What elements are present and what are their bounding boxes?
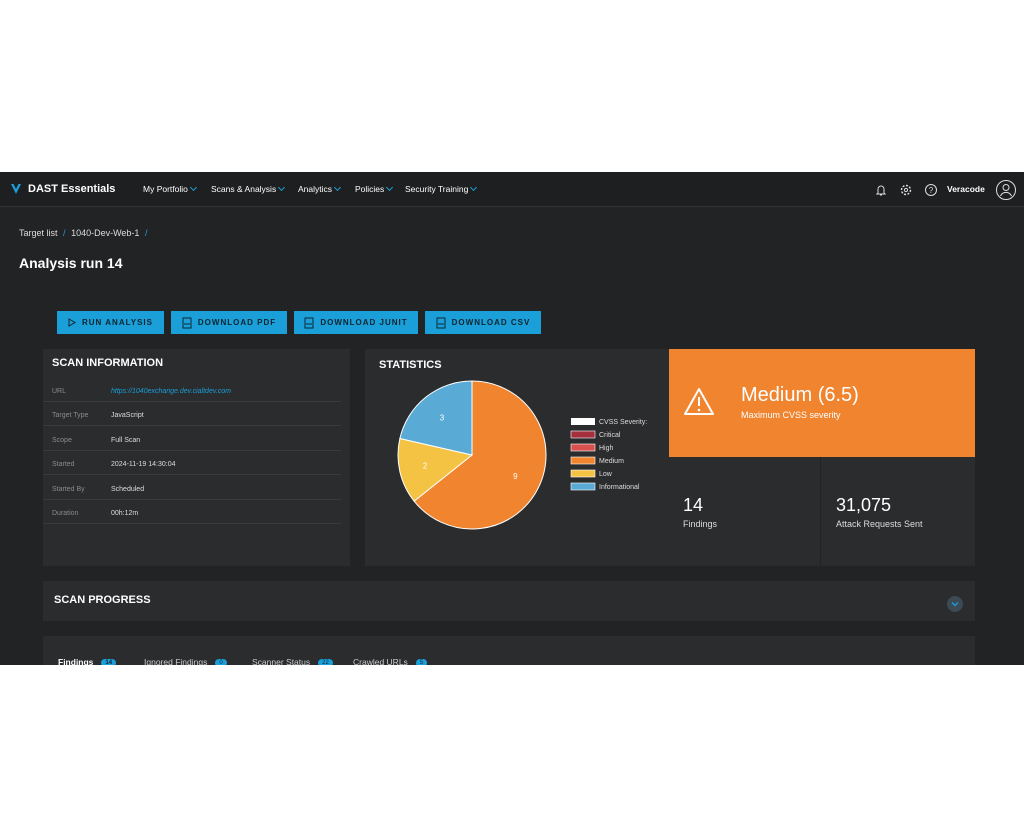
logo bbox=[11, 184, 21, 194]
count-label: Attack Requests Sent bbox=[836, 519, 923, 529]
legend-label: Informational bbox=[599, 484, 640, 491]
severity-caption: Maximum CVSS severity bbox=[741, 410, 841, 420]
info-value[interactable]: https://1040exchange.dev.cialtdev.com bbox=[111, 388, 231, 395]
slice-label: 3 bbox=[440, 413, 445, 422]
tab[interactable]: Crawled URLs 5 bbox=[353, 657, 428, 665]
legend-swatch bbox=[570, 469, 596, 478]
avatar[interactable] bbox=[995, 179, 1017, 201]
breadcrumb-item[interactable]: Target list bbox=[19, 228, 58, 238]
tab[interactable]: Findings 14 bbox=[58, 657, 117, 665]
count-card: 14 Findings bbox=[669, 457, 821, 566]
brand: DAST Essentials bbox=[28, 183, 116, 195]
info-row: Started 2024-11-19 14:30:04 bbox=[43, 451, 341, 476]
pie-slice bbox=[397, 437, 474, 502]
info-label: URL bbox=[52, 388, 67, 395]
button[interactable]: DOWNLOAD CSV bbox=[425, 311, 541, 334]
expand-icon[interactable] bbox=[946, 595, 964, 613]
button[interactable]: RUN ANALYSIS bbox=[57, 311, 164, 334]
legend-swatch bbox=[570, 456, 596, 465]
info-value: JavaScript bbox=[111, 412, 144, 420]
legend-label: Medium bbox=[599, 458, 624, 465]
panel-heading: SCAN INFORMATION bbox=[52, 357, 164, 369]
info-label: Started bbox=[52, 461, 75, 469]
nav-icons[interactable]: ? bbox=[875, 183, 945, 197]
count-value: 31,075 bbox=[836, 495, 892, 515]
info-row: Scope Full Scan bbox=[43, 427, 341, 451]
nav-bar: DAST Essentials My Portfolio Scans & Ana… bbox=[0, 172, 1024, 207]
breadcrumb: Target list / 1040-Dev-Web-1 / bbox=[19, 228, 148, 238]
scan-progress-panel[interactable]: SCAN PROGRESS bbox=[43, 581, 975, 621]
legend-swatch bbox=[570, 443, 596, 452]
page-title: Analysis run 14 bbox=[19, 255, 123, 271]
breadcrumb-item[interactable]: 1040-Dev-Web-1 bbox=[71, 228, 140, 238]
info-label: Started By bbox=[52, 485, 85, 493]
info-value: Full Scan bbox=[111, 436, 141, 444]
legend-swatch bbox=[571, 418, 595, 425]
button[interactable]: DOWNLOAD JUNIT bbox=[294, 311, 418, 334]
menu-item[interactable]: Policies bbox=[355, 184, 392, 194]
menu-item[interactable]: My Portfolio bbox=[143, 184, 196, 194]
menu-item[interactable]: Analytics bbox=[298, 184, 340, 194]
pie-chart: STATISTICS 9 2 3 CVSS Severity: Critical High… bbox=[379, 359, 647, 530]
info-label: Target Type bbox=[52, 412, 89, 420]
warning-icon bbox=[684, 388, 714, 415]
info-value: 2024-11-19 14:30:04 bbox=[111, 461, 176, 469]
legend-swatch bbox=[570, 430, 596, 439]
slice-label: 9 bbox=[513, 472, 518, 481]
info-value: Scheduled bbox=[111, 485, 145, 493]
legend-label: High bbox=[599, 445, 614, 452]
chart-title: STATISTICS bbox=[379, 359, 442, 371]
info-value: 00h:12m bbox=[111, 510, 139, 517]
legend-label: Low bbox=[599, 471, 613, 478]
legend-swatch bbox=[570, 482, 596, 491]
panel-heading: SCAN PROGRESS bbox=[54, 594, 151, 606]
pie-slice bbox=[399, 380, 473, 456]
info-row: Started By Scheduled bbox=[43, 476, 341, 500]
info-row: Duration 00h:12m bbox=[43, 500, 341, 524]
count-label: Findings bbox=[683, 519, 718, 529]
statistics-panel: STATISTICS 9 2 3 CVSS Severity: Critical High… bbox=[365, 349, 669, 566]
info-label: Duration bbox=[52, 510, 79, 517]
severity-card: Medium (6.5) Maximum CVSS severity bbox=[669, 349, 975, 457]
legend-title: CVSS Severity: bbox=[599, 419, 647, 426]
tab[interactable]: Scanner Status 22 bbox=[252, 657, 333, 665]
legend-label: Critical bbox=[599, 432, 621, 439]
svg-text:?: ? bbox=[929, 186, 934, 195]
tabs-panel: Findings 14 Ignored Findings 0 Scanner Sta… bbox=[43, 636, 975, 665]
menu-item[interactable]: Scans & Analysis bbox=[211, 184, 284, 194]
button[interactable]: DOWNLOAD PDF bbox=[171, 311, 287, 334]
info-row: URL https://1040exchange.dev.cialtdev.com bbox=[43, 378, 341, 402]
pie-slice bbox=[413, 380, 547, 530]
severity-label: Medium (6.5) bbox=[741, 384, 859, 406]
user-name[interactable]: Veracode bbox=[947, 184, 985, 194]
count-card: 31,075 Attack Requests Sent bbox=[821, 457, 975, 566]
count-value: 14 bbox=[683, 495, 704, 515]
info-label: Scope bbox=[52, 436, 72, 444]
app: DAST Essentials My Portfolio Scans & Ana… bbox=[0, 172, 1024, 665]
menu-item[interactable]: Security Training bbox=[405, 184, 476, 194]
slice-label: 2 bbox=[423, 462, 428, 471]
info-row: Target Type JavaScript bbox=[43, 402, 341, 427]
scan-info-panel: SCAN INFORMATION URL https://1040exchange… bbox=[43, 349, 350, 566]
tab[interactable]: Ignored Findings 0 bbox=[144, 657, 227, 665]
